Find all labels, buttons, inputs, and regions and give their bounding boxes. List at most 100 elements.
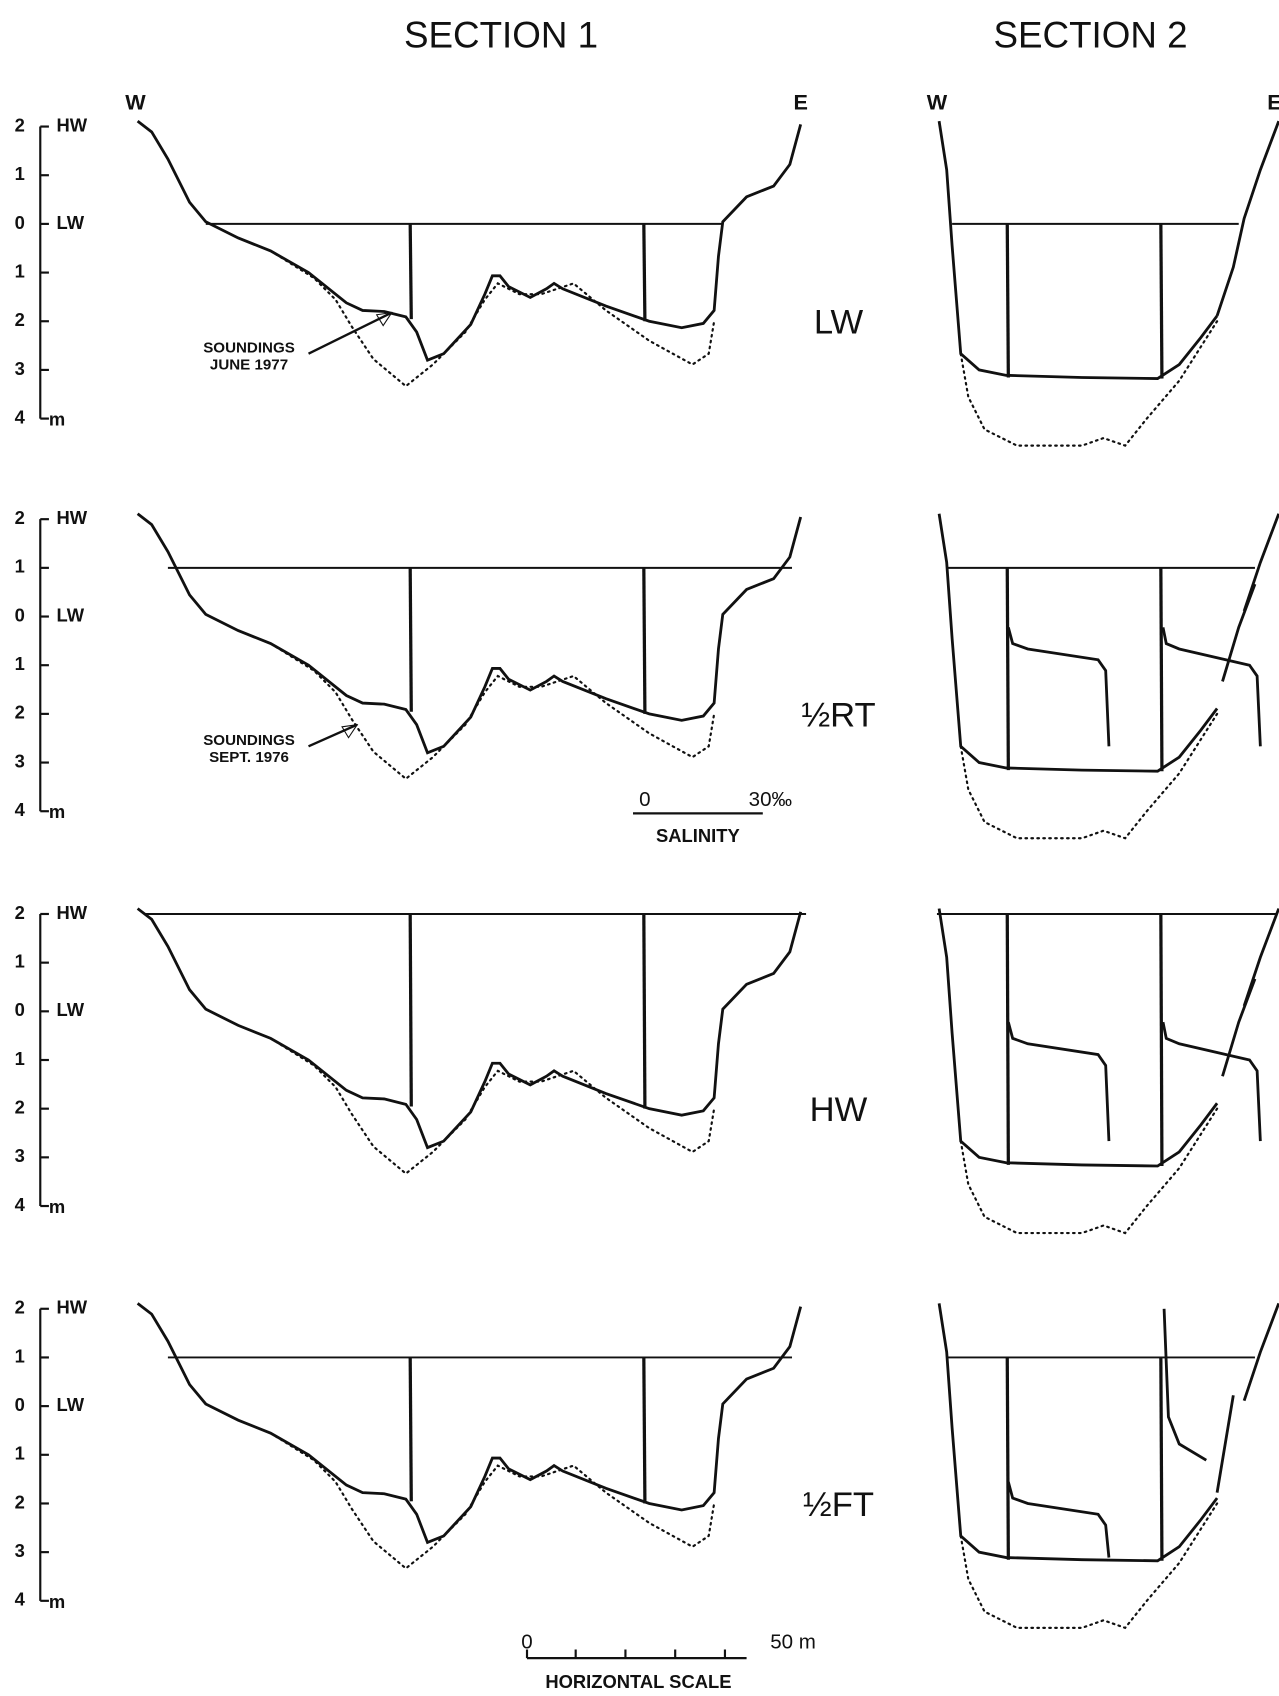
section-title: SECTION 1 <box>404 15 598 56</box>
scale-title: SALINITY <box>656 825 740 846</box>
axis-label: m <box>49 1591 65 1612</box>
bank-label: E <box>793 90 807 115</box>
bank-label: W <box>125 90 146 115</box>
dotted-profile <box>959 320 1219 447</box>
station-line <box>642 223 647 322</box>
axis-tick-label: 3 <box>15 1540 25 1561</box>
annotation: SEPT. 1976 <box>209 749 289 766</box>
station-line <box>642 1357 647 1504</box>
axis-tick-label: 1 <box>15 1443 25 1464</box>
station-line <box>1159 567 1164 772</box>
bank-profile <box>1221 978 1257 1077</box>
salinity-profile <box>1006 1021 1111 1142</box>
salinity-profile <box>1162 1308 1207 1462</box>
tide-label: ½FT <box>803 1486 874 1524</box>
bottom-profile <box>136 512 803 755</box>
bank-label: W <box>927 90 948 115</box>
station-line <box>642 913 647 1109</box>
station-line <box>1005 1357 1010 1560</box>
axis-tick-label: 3 <box>15 358 25 379</box>
station-line <box>1159 913 1164 1167</box>
axis-label: LW <box>57 604 85 625</box>
station-line <box>1005 913 1010 1165</box>
axis-label: LW <box>57 999 85 1020</box>
scale-label: 0 <box>521 1630 532 1653</box>
axis-tick-label: 2 <box>15 309 25 330</box>
bank-label: E <box>1267 90 1279 115</box>
bank-profile <box>1221 583 1257 682</box>
tide-label: HW <box>810 1091 868 1129</box>
salinity-profile <box>1006 626 1111 747</box>
arrow <box>307 311 393 355</box>
axis-label: m <box>49 409 65 430</box>
axis-tick-label: 4 <box>15 1194 26 1215</box>
axis-tick-label: 1 <box>15 163 25 184</box>
axis-label: HW <box>57 1297 88 1318</box>
bottom-profile <box>136 907 803 1150</box>
dotted-profile <box>959 1502 1219 1630</box>
station-line <box>1005 567 1010 771</box>
station-line <box>408 567 413 712</box>
scale-label: 0 <box>639 788 650 811</box>
arrow <box>308 723 358 748</box>
axis-tick-label: 2 <box>15 1297 25 1318</box>
bottom-profile <box>937 908 1219 1168</box>
salinity-profile <box>1161 627 1262 747</box>
axis-tick-label: 1 <box>15 1048 25 1069</box>
dotted-profile <box>269 1432 716 1570</box>
bottom-profile <box>136 1302 803 1545</box>
axis-tick-label: 4 <box>15 1589 26 1610</box>
dotted-profile <box>959 1107 1219 1235</box>
axis-label: LW <box>57 1394 85 1415</box>
scale-label: 50 m <box>770 1630 816 1653</box>
axis-label: HW <box>57 902 88 923</box>
station-line <box>642 567 647 714</box>
axis-tick-label: 1 <box>15 653 25 674</box>
dotted-profile <box>269 249 716 388</box>
bottom-profile <box>937 120 1219 380</box>
axis-tick-label: 0 <box>15 212 25 233</box>
tide-label: ½RT <box>801 696 875 734</box>
tide-label: LW <box>814 304 864 342</box>
scale-title: HORIZONTAL SCALE <box>545 1671 731 1692</box>
axis-label: LW <box>57 212 85 233</box>
axis-tick-label: 0 <box>15 1394 25 1415</box>
bank-profile <box>1215 1395 1235 1493</box>
station-line <box>1159 1357 1164 1561</box>
dotted-profile <box>959 712 1219 840</box>
axis-tick-label: 2 <box>15 902 25 923</box>
bank-profile <box>1242 1302 1279 1402</box>
arrow-head <box>341 723 359 739</box>
dotted-profile <box>269 642 716 781</box>
axis-tick-label: 0 <box>15 604 25 625</box>
salinity-profile <box>1161 1021 1262 1142</box>
bottom-profile <box>937 1303 1219 1563</box>
axis-tick-label: 2 <box>15 1097 25 1118</box>
axis-tick-label: 2 <box>15 1491 25 1512</box>
station-line <box>1005 223 1010 378</box>
bank-profile <box>1215 120 1279 317</box>
bottom-profile <box>136 120 803 363</box>
axis-label: HW <box>57 507 88 528</box>
axis-tick-label: 3 <box>15 1145 25 1166</box>
axis-tick-label: 1 <box>15 260 25 281</box>
axis-tick-label: 2 <box>15 702 25 723</box>
axis-tick-label: 2 <box>15 114 25 135</box>
scale-label: 30‰ <box>749 788 792 811</box>
station-line <box>408 223 413 320</box>
axis-label: m <box>49 1196 65 1217</box>
station-line <box>408 1357 413 1502</box>
axis-tick-label: 4 <box>15 406 26 427</box>
axis-tick-label: 4 <box>15 799 26 820</box>
axis-tick-label: 2 <box>15 507 25 528</box>
dotted-profile <box>269 1037 716 1175</box>
station-line <box>408 913 413 1107</box>
annotation: SOUNDINGS <box>203 339 295 356</box>
bottom-profile <box>937 513 1219 773</box>
salinity-profile <box>1006 1481 1111 1558</box>
axis-label: m <box>49 801 65 822</box>
annotation: JUNE 1977 <box>210 357 288 374</box>
axis-tick-label: 3 <box>15 750 25 771</box>
annotation: SOUNDINGS <box>203 732 295 749</box>
